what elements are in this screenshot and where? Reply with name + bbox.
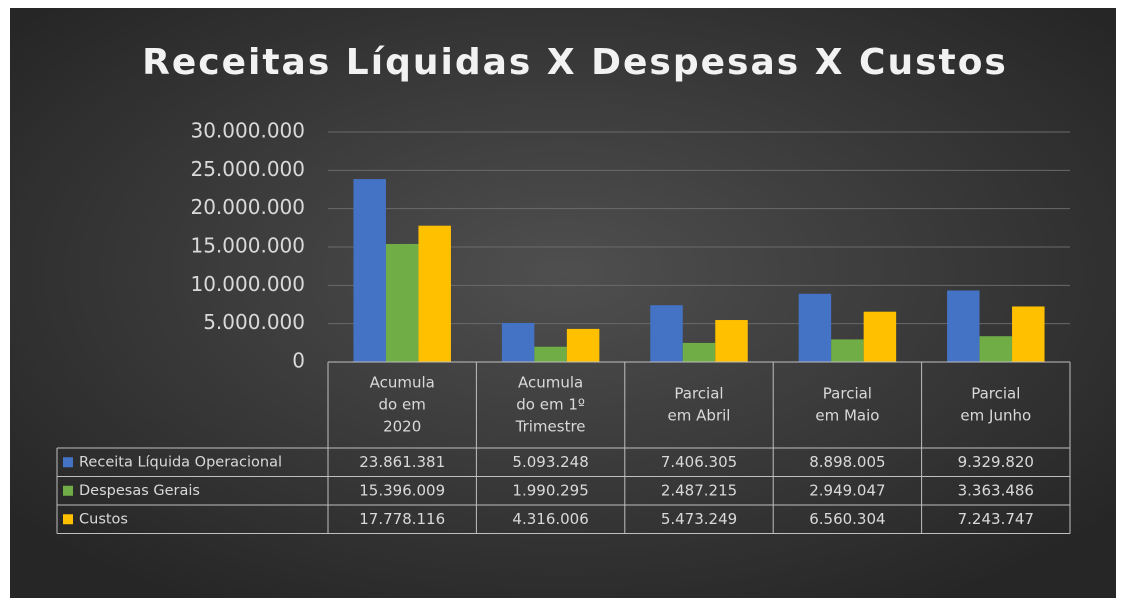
bar <box>501 322 535 362</box>
y-tick-label: 0 <box>292 349 305 373</box>
y-tick-label: 30.000.000 <box>190 119 305 143</box>
x-tick-label: Parcial <box>971 385 1020 403</box>
bar <box>715 320 748 362</box>
table-value: 5.093.248 <box>512 453 588 471</box>
table-value: 7.406.305 <box>661 453 737 471</box>
bar <box>979 336 1013 362</box>
bar <box>650 305 683 362</box>
table-value: 3.363.486 <box>958 481 1034 499</box>
legend-label: Custos <box>79 511 128 527</box>
table-value: 7.243.747 <box>958 510 1034 528</box>
table-value: 8.898.005 <box>809 453 885 471</box>
bar <box>566 328 600 362</box>
legend-label: Receita Líquida Operacional <box>79 454 282 470</box>
x-tick-label: Parcial <box>823 385 872 403</box>
table-value: 1.990.295 <box>512 481 588 499</box>
x-tick-label: Acumula <box>518 374 583 392</box>
table-value: 23.861.381 <box>359 453 445 471</box>
bar <box>534 346 567 362</box>
table-value: 2.949.047 <box>809 481 885 499</box>
table-value: 4.316.006 <box>512 510 588 528</box>
y-tick-label: 5.000.000 <box>203 310 305 334</box>
x-tick-label: em Maio <box>815 407 879 425</box>
x-tick-label: do em <box>379 396 426 414</box>
legend-key <box>63 457 73 468</box>
legend-label: Despesas Gerais <box>79 483 200 499</box>
x-tick-label: Parcial <box>674 385 723 403</box>
y-tick-label: 25.000.000 <box>190 157 305 181</box>
bar <box>385 243 419 362</box>
x-tick-label: em Junho <box>960 407 1031 425</box>
table-value: 5.473.249 <box>661 510 737 528</box>
table-value: 6.560.304 <box>809 510 885 528</box>
bar <box>798 293 832 362</box>
chart-background <box>10 8 1116 598</box>
y-tick-label: 10.000.000 <box>190 272 305 296</box>
table-value: 2.487.215 <box>661 481 737 499</box>
bar <box>1012 306 1045 362</box>
table-value: 9.329.820 <box>958 453 1034 471</box>
bar <box>863 311 897 362</box>
bar <box>353 179 386 362</box>
x-tick-label: em Abril <box>668 407 731 425</box>
y-tick-label: 15.000.000 <box>190 234 305 258</box>
bar <box>947 290 980 362</box>
legend-key <box>63 514 73 525</box>
x-tick-label: do em 1º <box>516 396 585 414</box>
y-tick-label: 20.000.000 <box>190 195 305 219</box>
bar <box>418 225 451 362</box>
x-tick-label: Trimestre <box>515 418 586 436</box>
table-value: 15.396.009 <box>359 481 445 499</box>
legend-key <box>63 485 73 496</box>
x-tick-label: Acumula <box>370 374 435 392</box>
table-value: 17.778.116 <box>359 510 445 528</box>
chart-title: Receitas Líquidas X Despesas X Custos <box>142 42 1008 83</box>
x-tick-label: 2020 <box>383 418 421 436</box>
bar <box>831 339 864 362</box>
bar <box>682 342 716 362</box>
